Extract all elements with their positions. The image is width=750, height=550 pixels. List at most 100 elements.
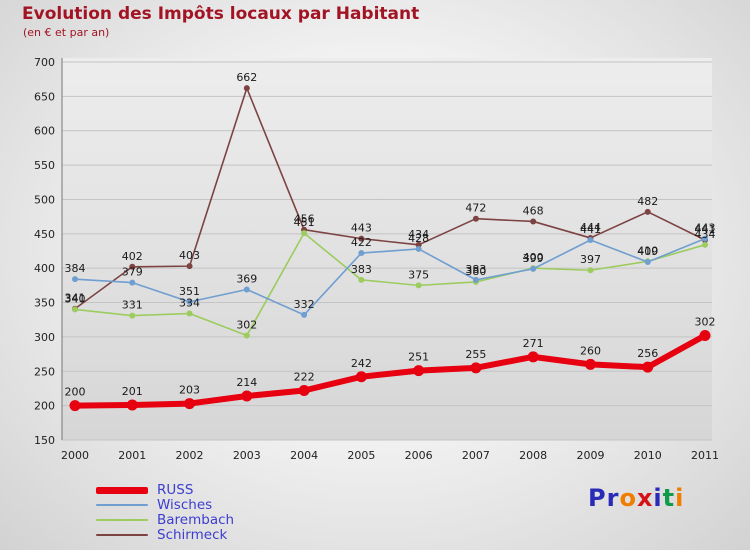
- data-point-wisches: [702, 235, 708, 242]
- series-line-barembach: [74, 232, 706, 337]
- x-tick-label: 2002: [176, 449, 204, 462]
- y-tick-label: 300: [34, 331, 55, 344]
- x-tick-label: 2010: [634, 449, 662, 462]
- data-point-schirmeck: [530, 218, 537, 225]
- legend-label-wisches: Wisches: [157, 497, 213, 513]
- value-label-wisches: 379: [122, 266, 143, 279]
- y-tick-label: 450: [34, 228, 55, 241]
- data-point-barembach: [415, 282, 422, 289]
- value-label-wisches: 441: [580, 223, 601, 236]
- data-point-wisches: [358, 250, 365, 257]
- proxiti-logo: Proxiti: [588, 484, 684, 512]
- value-label-russ: 242: [351, 357, 372, 370]
- value-label-russ: 302: [695, 316, 716, 329]
- value-label-schirmeck: 434: [408, 228, 429, 241]
- data-point-schirmeck: [644, 208, 651, 215]
- value-label-wisches: 383: [465, 263, 486, 276]
- value-label-schirmeck: 341: [65, 292, 86, 305]
- legend-swatch-schirmeck: [96, 534, 148, 536]
- value-label-wisches: 399: [523, 252, 544, 265]
- data-point-wisches: [186, 298, 193, 305]
- value-label-barembach: 434: [695, 228, 716, 241]
- x-tick-label: 2000: [61, 449, 89, 462]
- value-label-schirmeck: 472: [465, 202, 486, 215]
- data-point-barembach: [186, 310, 193, 317]
- data-point-schirmeck: [415, 241, 422, 248]
- y-tick-label: 400: [34, 262, 55, 275]
- logo-letter: t: [662, 484, 676, 512]
- data-point-wisches: [587, 237, 594, 244]
- data-point-russ: [184, 398, 196, 410]
- chart-subtitle: (en € et par an): [23, 26, 110, 39]
- value-label-wisches: 351: [179, 285, 200, 298]
- value-label-barembach: 331: [122, 299, 143, 312]
- legend-swatch-russ: [96, 486, 148, 494]
- data-point-russ: [69, 400, 81, 412]
- value-label-barembach: 383: [351, 263, 372, 276]
- value-label-russ: 214: [236, 376, 257, 389]
- value-label-barembach: 410: [637, 244, 658, 257]
- series-line-russ: [72, 332, 708, 409]
- data-point-schirmeck: [129, 263, 136, 270]
- data-point-schirmeck: [243, 85, 250, 92]
- logo-letter: r: [606, 484, 620, 512]
- value-label-schirmeck: 468: [523, 204, 544, 217]
- data-point-russ: [584, 358, 596, 370]
- value-label-wisches: 422: [351, 236, 372, 249]
- legend-label-russ: RUSS: [157, 482, 194, 498]
- data-point-barembach: [358, 276, 365, 283]
- series-line-schirmeck: [74, 87, 706, 310]
- data-point-russ: [126, 399, 138, 411]
- value-label-russ: 251: [408, 351, 429, 364]
- data-point-russ: [241, 390, 253, 402]
- value-label-barembach: 302: [236, 319, 257, 332]
- data-point-russ: [527, 351, 539, 363]
- x-tick-label: 2001: [118, 449, 146, 462]
- logo-letter: x: [636, 484, 654, 512]
- value-label-barembach: 375: [408, 268, 429, 281]
- logo-letter: i: [675, 484, 685, 512]
- legend-label-barembach: Barembach: [157, 512, 235, 528]
- x-tick-label: 2006: [405, 449, 433, 462]
- y-tick-label: 350: [34, 297, 55, 310]
- data-point-schirmeck: [472, 215, 479, 222]
- series-line-wisches: [74, 237, 706, 316]
- data-point-wisches: [72, 276, 78, 283]
- value-label-wisches: 384: [65, 262, 86, 275]
- value-label-schirmeck: 444: [580, 221, 601, 234]
- value-label-wisches: 369: [236, 272, 257, 285]
- data-point-wisches: [129, 279, 136, 286]
- logo-letter: o: [619, 484, 637, 512]
- legend-swatch-wisches: [96, 504, 148, 506]
- legend: RUSS Wisches Barembach Schirmeck: [96, 483, 234, 542]
- data-point-barembach: [301, 230, 308, 237]
- value-label-schirmeck: 456: [294, 213, 315, 226]
- legend-item-schirmeck: Schirmeck: [96, 528, 234, 542]
- y-tick-label: 250: [34, 365, 55, 378]
- data-point-barembach: [243, 332, 250, 339]
- x-tick-label: 2007: [462, 449, 490, 462]
- x-tick-label: 2008: [519, 449, 547, 462]
- value-label-barembach: 340: [65, 292, 86, 305]
- value-label-schirmeck: 403: [179, 249, 200, 262]
- logo-letter: P: [588, 484, 607, 512]
- value-label-wisches: 428: [408, 232, 429, 245]
- data-point-barembach: [587, 267, 594, 274]
- legend-swatch-barembach: [96, 519, 148, 521]
- value-label-wisches: 409: [637, 245, 658, 258]
- value-label-schirmeck: 402: [122, 250, 143, 263]
- y-tick-label: 650: [34, 90, 55, 103]
- value-label-barembach: 397: [580, 253, 601, 266]
- data-point-wisches: [472, 276, 479, 283]
- value-label-russ: 255: [465, 348, 486, 361]
- legend-label-schirmeck: Schirmeck: [157, 527, 228, 543]
- data-point-russ: [355, 371, 367, 383]
- data-point-wisches: [415, 245, 422, 252]
- data-point-wisches: [301, 311, 308, 318]
- value-label-russ: 260: [580, 344, 601, 357]
- data-point-russ: [699, 330, 711, 342]
- y-tick-label: 200: [34, 400, 55, 413]
- data-point-barembach: [72, 306, 78, 313]
- data-point-wisches: [243, 286, 250, 293]
- data-point-barembach: [129, 312, 136, 319]
